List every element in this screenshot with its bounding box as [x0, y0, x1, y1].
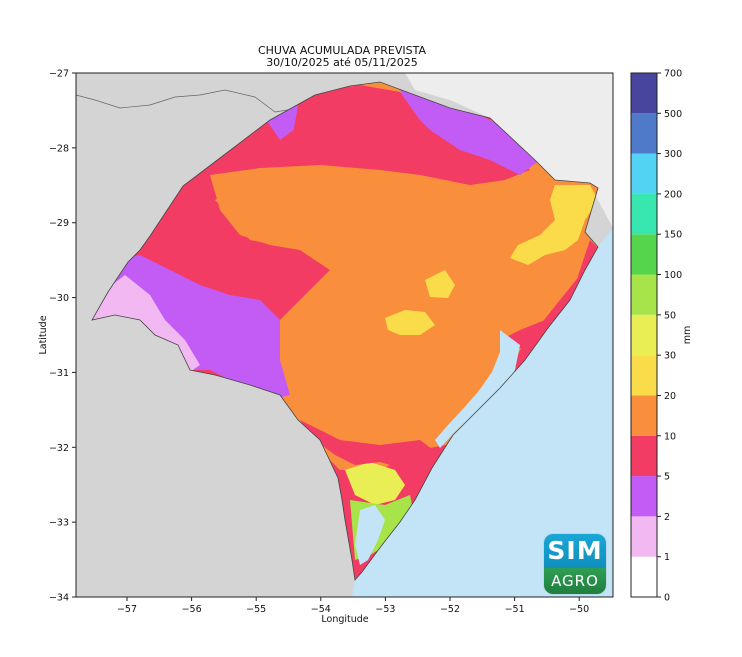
x-tick-label: −51: [505, 604, 525, 615]
y-tick-label: −32: [49, 443, 69, 454]
x-tick-label: −50: [569, 604, 589, 615]
colorbar-segment: [631, 476, 657, 517]
lightyellow-south: [345, 462, 405, 505]
x-axis: −57 −56 −55 −54 −53 −52 −51 −50: [117, 597, 589, 615]
chart-title-line-2: 30/10/2025 até 05/11/2025: [266, 56, 418, 69]
x-tick-label: −55: [246, 604, 266, 615]
y-tick-label: −31: [49, 368, 69, 379]
colorbar-segment: [631, 153, 657, 194]
yellow-center-north: [425, 270, 455, 298]
colorbar-segment: [631, 355, 657, 396]
yellow-east: [510, 185, 598, 265]
colorbar-tick-label: 30: [664, 351, 676, 362]
colorbar-tick-label: 2: [664, 512, 670, 523]
y-tick-label: −33: [49, 518, 69, 529]
y-tick-label: −29: [49, 218, 69, 229]
colorbar-tick-label: 150: [664, 230, 682, 241]
colorbar-tick-label: 100: [664, 270, 682, 281]
purple-west: [100, 255, 290, 400]
purple-northeast: [400, 90, 540, 175]
colorbar-tick-label: 1: [664, 552, 670, 563]
x-tick-label: −53: [375, 604, 395, 615]
pink-north-patch: [290, 85, 440, 165]
colorbar-segment: [631, 516, 657, 557]
y-tick-label: −28: [49, 143, 69, 154]
colorbar-segment: [631, 274, 657, 315]
colorbar: 0 1 2 5 10 20 30 50 100 150 200 300 500 700: [630, 69, 682, 604]
map-frame: [75, 72, 614, 598]
northeast-light-land: [405, 73, 613, 228]
orange-west: [210, 165, 580, 445]
colorbar-tick-label: 20: [664, 391, 676, 402]
colorbar-segment: [631, 193, 657, 235]
y-tick-label: −30: [49, 293, 69, 304]
colorbar-segment: [631, 556, 657, 597]
purple-north: [265, 100, 305, 140]
colorbar-segment: [631, 73, 657, 114]
simagro-logo: SIM AGRO: [544, 534, 606, 594]
chart-title-line-1: CHUVA ACUMULADA PREVISTA: [257, 44, 427, 57]
x-axis-label: Longitude: [321, 614, 368, 625]
colorbar-segment: [631, 113, 657, 154]
colorbar-unit-label: mm: [682, 326, 693, 345]
y-axis: −27 −28 −29 −30 −31 −32 −33 −34: [49, 69, 76, 604]
colorbar-tick-label: 10: [664, 431, 676, 442]
colorbar-tick-label: 5: [664, 472, 670, 483]
colorbar-tick-label: 0: [664, 593, 670, 604]
lightpink-west: [92, 275, 200, 372]
y-tick-label: −34: [49, 593, 69, 604]
logo-text-bottom: AGRO: [544, 568, 606, 594]
colorbar-tick-label: 200: [664, 189, 682, 200]
colorbar-frame: [630, 72, 658, 598]
logo-text-top: SIM: [544, 534, 606, 568]
colorbar-tick-label: 300: [664, 149, 682, 160]
colorbar-tick-label: 500: [664, 109, 682, 120]
y-tick-label: −27: [49, 69, 69, 80]
x-tick-label: −52: [440, 604, 460, 615]
colorbar-segment: [631, 395, 657, 436]
colorbar-segment: [631, 435, 657, 477]
x-tick-label: −57: [117, 604, 137, 615]
lagoa-mirim: [355, 505, 385, 565]
x-tick-label: −54: [311, 604, 331, 615]
colorbar-tick-label: 700: [664, 69, 682, 80]
x-tick-label: −56: [182, 604, 202, 615]
pink-south: [300, 420, 440, 470]
lagoa-dos-patos: [435, 330, 520, 448]
colorbar-segment: [631, 314, 657, 356]
y-axis-label: Latitude: [38, 315, 49, 354]
colorbar-tick-label: 50: [664, 310, 676, 321]
yellow-center: [385, 310, 435, 335]
colorbar-segment: [631, 234, 657, 275]
